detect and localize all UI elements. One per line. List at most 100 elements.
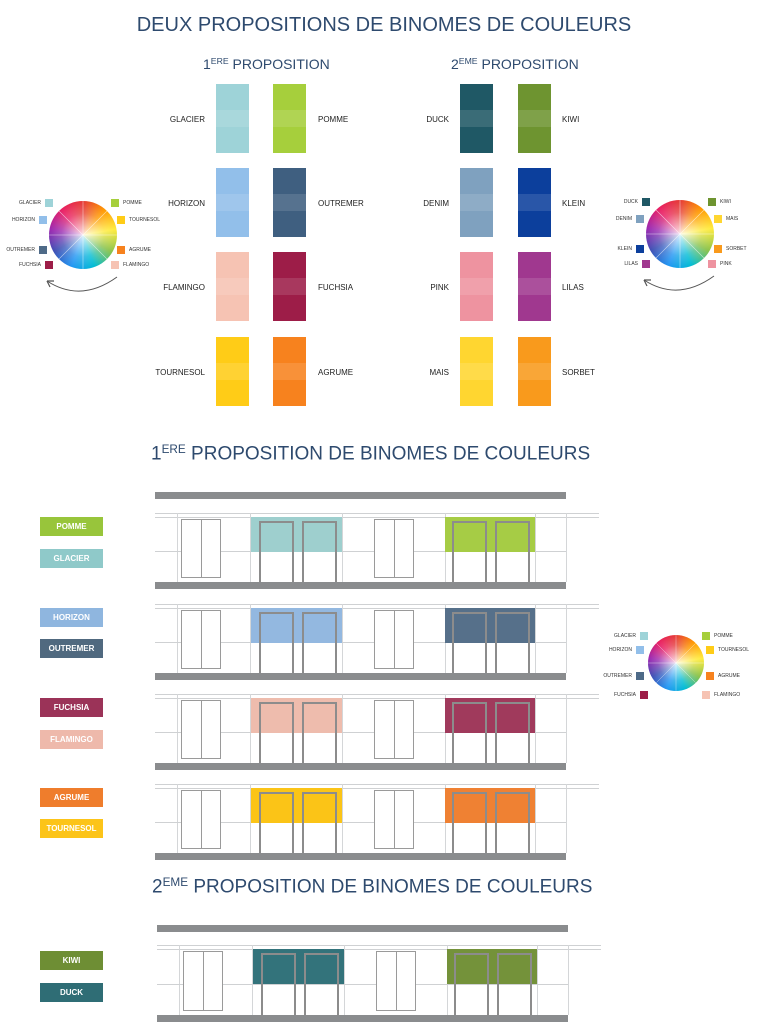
facade-line [155, 784, 599, 785]
facade-line [155, 698, 599, 699]
p1-label-agrume: AGRUME [318, 368, 354, 377]
facade-pillar [566, 784, 567, 853]
p1-label-fuchsia: FUCHSIA [318, 283, 354, 292]
p2-label-lilas: LILAS [562, 283, 584, 292]
window-frame [495, 612, 530, 673]
window-frame [454, 953, 489, 1015]
wheel2-label-lilas: LILAS [624, 261, 638, 267]
facade-floor [157, 945, 601, 1022]
window-frame [452, 521, 487, 582]
wheel3-square-glacier [640, 632, 648, 640]
label-tournesol: TOURNESOL [40, 819, 103, 838]
wheel1-spokes [49, 201, 117, 269]
facade-pillar [344, 945, 345, 1015]
wheel3-spokes [648, 635, 704, 691]
wheel2-square-pink [708, 260, 716, 268]
label-duck: DUCK [40, 983, 103, 1002]
wheel3-square-fuchsia [640, 691, 648, 699]
window-frame [259, 521, 294, 582]
wheel1-square-pomme [111, 199, 119, 207]
p2-swatch-pink [460, 252, 493, 321]
door-left [181, 700, 221, 759]
facade-pillar [250, 604, 251, 673]
window-frame [497, 953, 532, 1015]
facade-pillar [342, 604, 343, 673]
wheel3-label-outremer: OUTREMER [603, 672, 632, 679]
wheel2-label-mais: MAIS [726, 215, 739, 222]
wheel3-square-horizon [636, 646, 644, 655]
wheel3-label-flamingo: FLAMINGO [714, 692, 741, 698]
roof-slab [155, 492, 566, 499]
p2-label-klein: KLEIN [562, 199, 586, 208]
p2-label-denim: DENIM [423, 199, 449, 208]
window-frame [261, 953, 296, 1015]
p2-swatch-klein [518, 168, 551, 237]
wheel1-square-fuchsia [45, 261, 53, 269]
wheel1-label-horizon: HORIZON [11, 216, 35, 223]
wheel2-label-pink: PINK [720, 261, 732, 267]
wheel1-square-agrume [117, 246, 125, 255]
p2-swatch-lilas [518, 252, 551, 321]
facade-floor [155, 513, 599, 589]
facade-pillar [535, 513, 536, 582]
facade-pillar [566, 604, 567, 673]
p2-swatch-mais [460, 337, 493, 406]
wheel1-square-outremer [39, 246, 47, 255]
wheel3-label-glacier: GLACIER [614, 633, 636, 639]
wheel2-label-denim: DENIM [615, 215, 632, 222]
label-horizon: HORIZON [40, 608, 103, 627]
p1-swatch-glacier [216, 84, 249, 153]
wheel2-square-sorbet [714, 245, 722, 254]
wheel3-label-horizon: HORIZON [608, 647, 632, 654]
wheel2-square-duck [642, 198, 650, 206]
door-middle [374, 519, 414, 578]
facade-pillar [179, 945, 180, 1015]
section-1-title: 1ERE PROPOSITION DE BINOMES DE COULEURS [151, 443, 591, 465]
wheel2-square-kiwi [708, 198, 716, 206]
wheel2-spokes [646, 200, 714, 268]
wheel2-square-denim [636, 214, 644, 223]
door-left [183, 951, 223, 1011]
wheel3-label-tournesol: TOURNESOL [718, 647, 750, 654]
facade-floor [155, 604, 599, 680]
wheel2-label-duck: DUCK [623, 199, 638, 205]
window-frame [495, 521, 530, 582]
wheel1-square-glacier [45, 199, 53, 207]
wheel1-square-tournesol [117, 215, 125, 224]
wheel3-square-agrume [706, 671, 714, 680]
label-kiwi: KIWI [40, 951, 103, 970]
p1-swatch-pomme [273, 84, 306, 153]
p1-swatch-horizon [216, 168, 249, 237]
p2-swatch-duck [460, 84, 493, 153]
label-glacier: GLACIER [40, 549, 103, 568]
facade-line [157, 949, 601, 950]
wheel2-label-kiwi: KIWI [720, 199, 731, 205]
floor-slab [155, 582, 566, 589]
p1-swatch-fuchsia [273, 252, 306, 321]
p2-label-pink: PINK [430, 283, 449, 292]
p1-label-horizon: HORIZON [168, 199, 205, 208]
window-frame [302, 792, 337, 853]
facade-pillar [342, 694, 343, 763]
door-middle [374, 610, 414, 669]
label-fuchsia: FUCHSIA [40, 698, 103, 717]
wheel3-square-outremer [636, 671, 644, 680]
window-frame [302, 702, 337, 763]
p2-label-mais: MAIS [429, 368, 449, 377]
main-title: DEUX PROPOSITIONS DE BINOMES DE COULEURS [136, 14, 632, 36]
facade-line [155, 517, 599, 518]
door-left [181, 610, 221, 669]
facade-line [155, 788, 599, 789]
wheel1-label-flamingo: FLAMINGO [123, 262, 150, 268]
window-frame [304, 953, 339, 1015]
p1-swatch-tournesol [216, 337, 249, 406]
facade-line [155, 642, 566, 643]
p2-swatch-kiwi [518, 84, 551, 153]
door-middle [374, 700, 414, 759]
facade-pillar [535, 694, 536, 763]
floor-slab [155, 853, 566, 860]
window-frame [495, 702, 530, 763]
window-frame [259, 702, 294, 763]
wheel1-square-flamingo [111, 261, 119, 269]
facade-pillar [535, 784, 536, 853]
